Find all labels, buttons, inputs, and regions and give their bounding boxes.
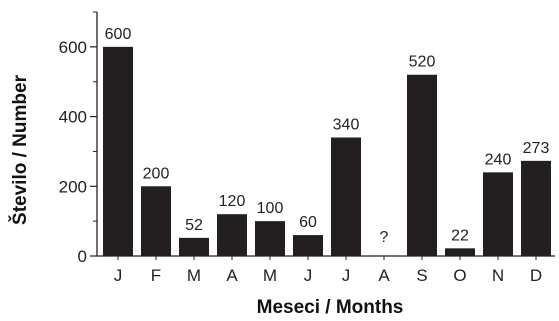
x-tick-label: A <box>226 266 238 285</box>
bar-value-label: 520 <box>409 54 436 71</box>
bar-value-label: 340 <box>333 116 360 133</box>
bar <box>103 46 133 256</box>
x-tick-label: J <box>342 266 351 285</box>
x-tick-label: M <box>187 266 201 285</box>
x-tick-label: D <box>530 266 542 285</box>
x-tick-label: N <box>492 266 504 285</box>
x-tick-label: F <box>151 266 161 285</box>
y-tick-label: 600 <box>59 38 87 57</box>
x-tick-label: A <box>378 266 390 285</box>
bar-value-label: 60 <box>299 214 317 231</box>
bar <box>331 137 361 256</box>
data-labels: 600 200 52 120 100 60 340? 520 22 240 273 <box>105 26 550 246</box>
bar-value-label: 273 <box>523 140 550 157</box>
y-tick-label: 200 <box>59 177 87 196</box>
y-axis-title: Število / Number <box>9 74 31 225</box>
bar <box>179 237 209 256</box>
bar-value-label: ? <box>380 229 389 246</box>
x-tick-label: M <box>263 266 277 285</box>
x-tick-label: J <box>304 266 313 285</box>
bar-value-label: 52 <box>185 217 203 234</box>
bar-value-label: 22 <box>451 227 469 244</box>
bar <box>217 214 247 256</box>
bar <box>445 248 475 256</box>
y-tick-label: 0 <box>78 247 87 266</box>
x-tick-label: O <box>453 266 466 285</box>
bar <box>255 221 285 256</box>
bar-value-label: 200 <box>143 165 170 182</box>
x-tick-label: S <box>416 266 427 285</box>
bar <box>407 74 437 256</box>
bar <box>141 186 171 256</box>
bars <box>103 46 551 256</box>
bar-value-label: 100 <box>257 200 284 217</box>
bar-value-label: 600 <box>105 26 132 43</box>
y-tick-label: 400 <box>59 108 87 127</box>
x-axis-title: Meseci / Months <box>257 297 404 318</box>
bar <box>293 235 323 256</box>
y-axis: 0 200 400 600 <box>59 11 98 266</box>
x-tick-label: J <box>114 266 123 285</box>
bar <box>483 172 513 256</box>
bar-value-label: 240 <box>485 151 512 168</box>
bar-value-label: 120 <box>219 193 246 210</box>
bar <box>521 160 551 256</box>
